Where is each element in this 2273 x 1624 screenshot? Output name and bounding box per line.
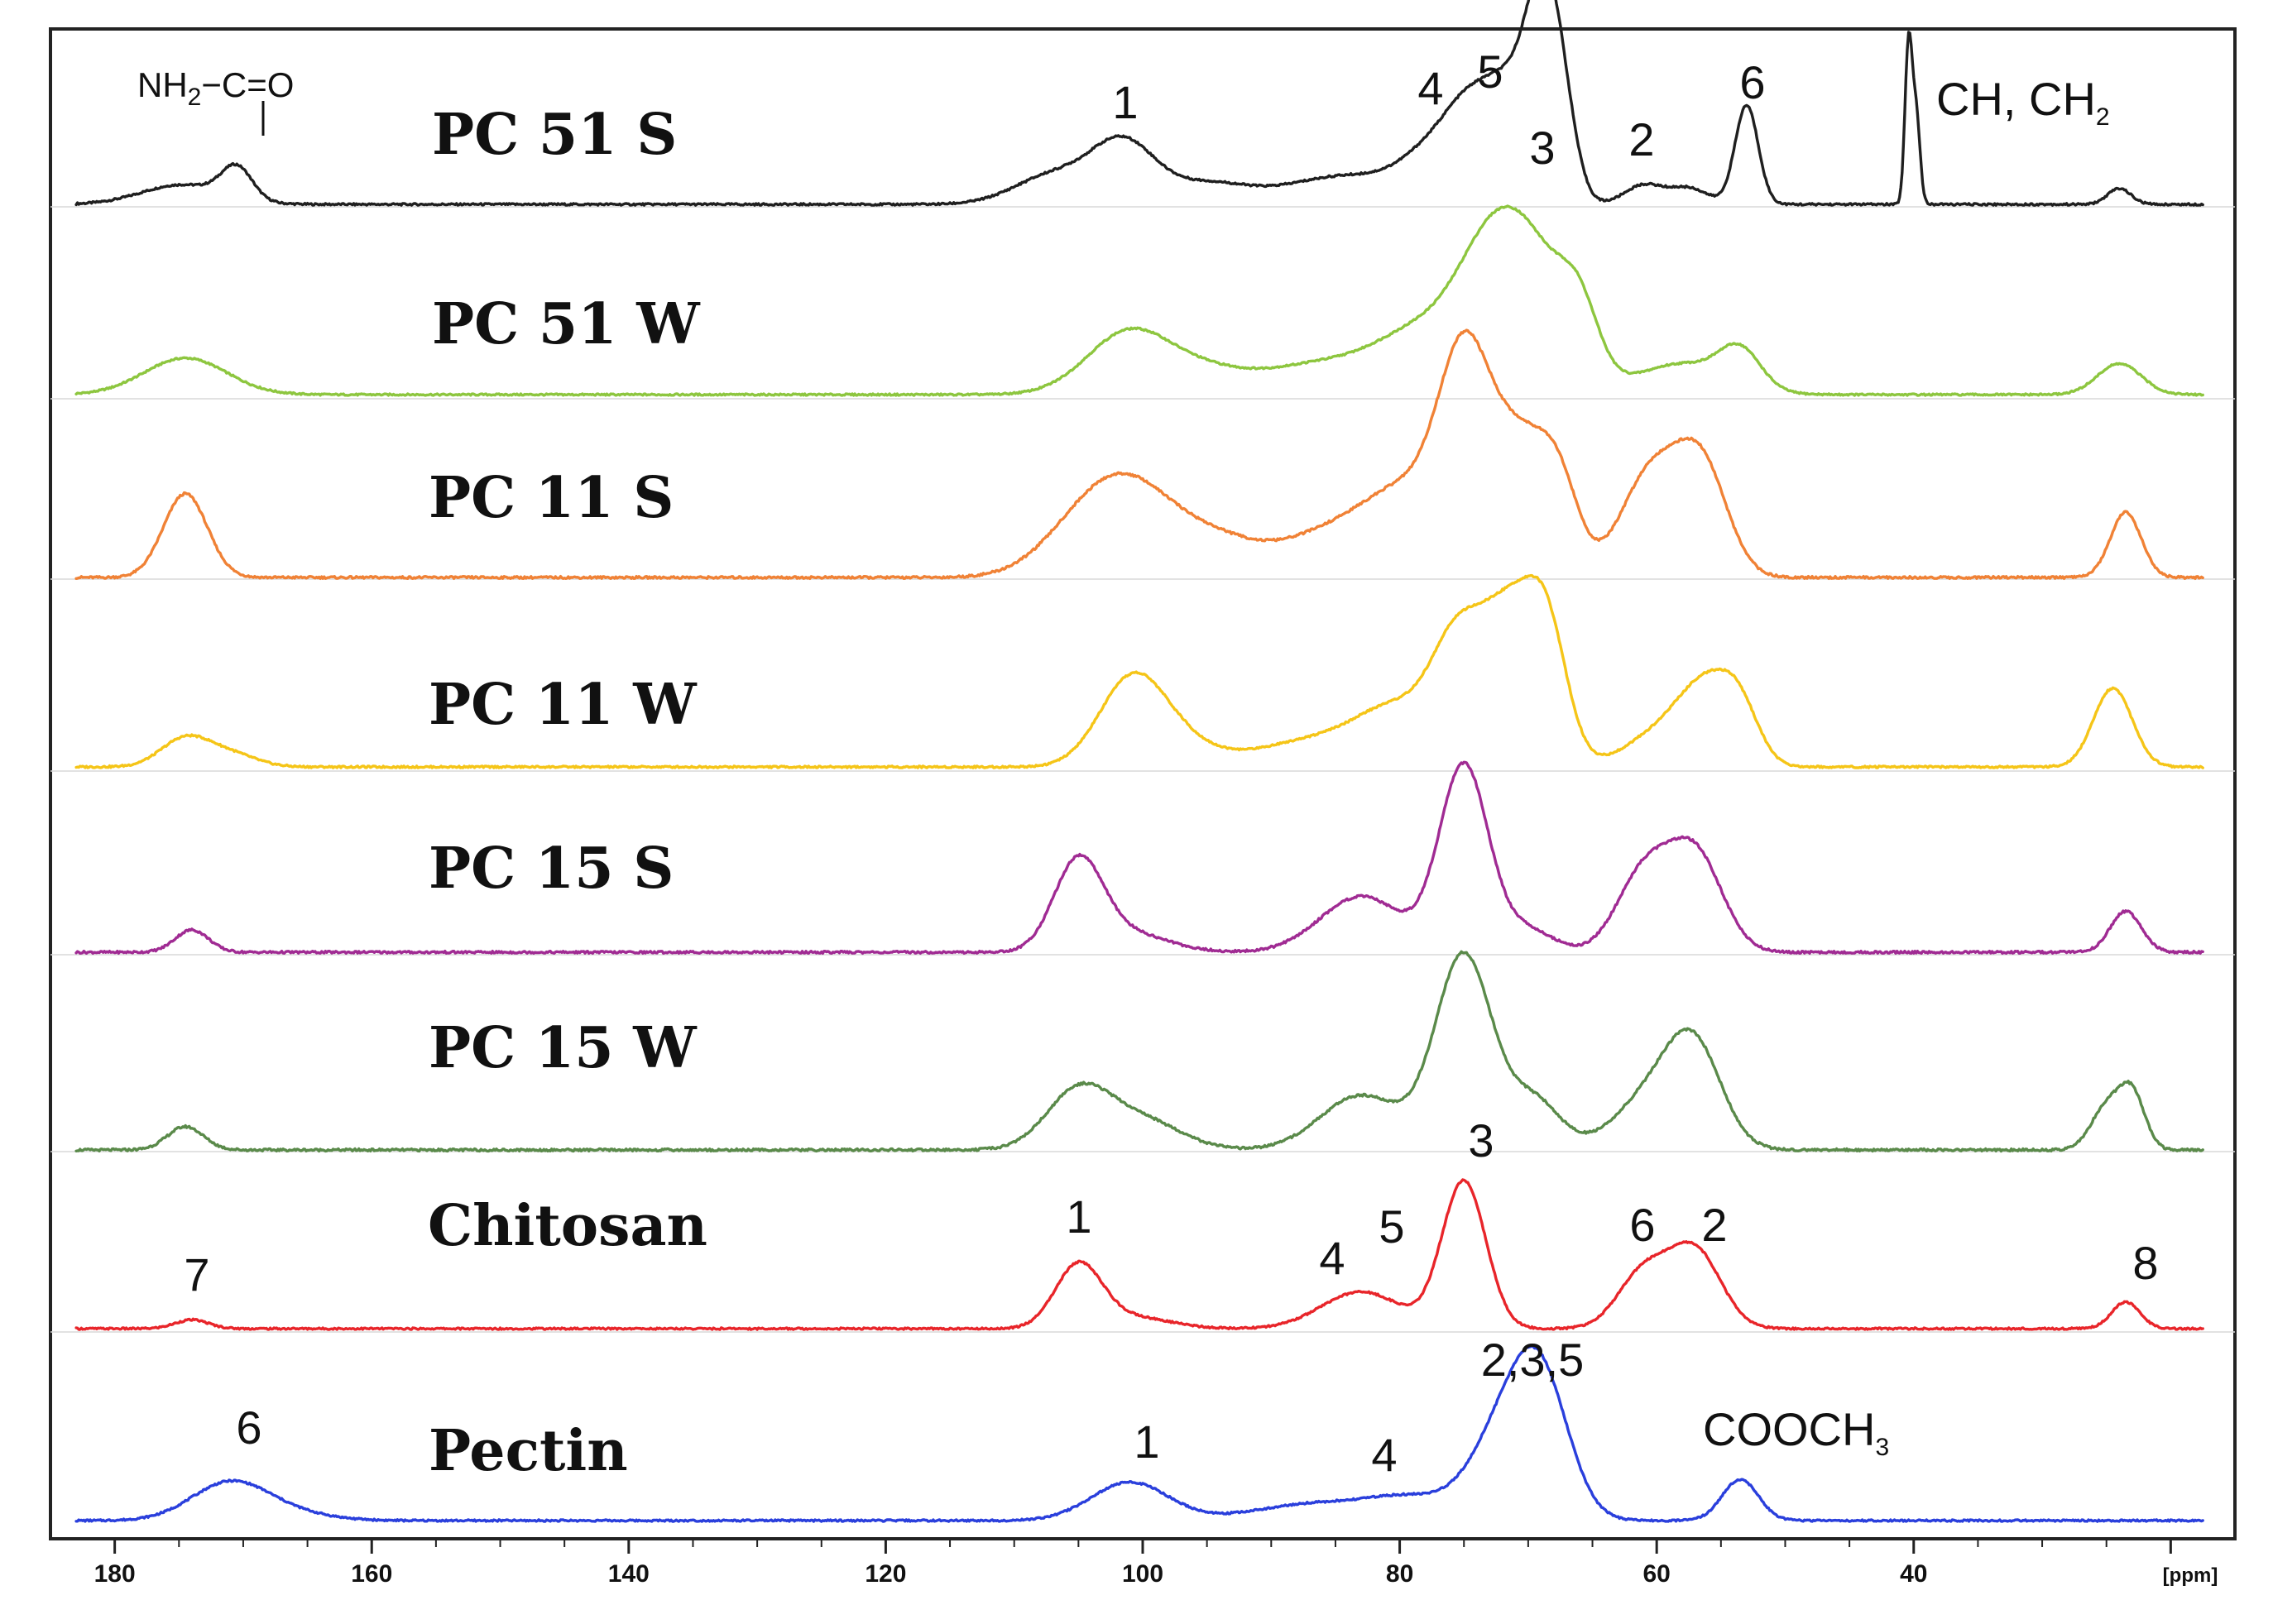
peak-label-pectin-4: 4 bbox=[1371, 1429, 1397, 1481]
peak-label-pectin-cooch3: COOCH3 bbox=[1703, 1403, 1889, 1461]
sample-label-pc11s: PC 11 S bbox=[429, 465, 674, 531]
peak-label-chitosan-5: 5 bbox=[1379, 1200, 1404, 1253]
sample-label-chitosan: Chitosan bbox=[428, 1193, 707, 1259]
spectrum-line-pc-15-w bbox=[74, 950, 2204, 1153]
peak-label-chitosan-6: 6 bbox=[1629, 1199, 1655, 1251]
peak-label-chitosan-3: 3 bbox=[1468, 1114, 1494, 1167]
x-tick-label: 180 bbox=[94, 1560, 136, 1588]
peak-label-ch-ch2: CH, CH2 bbox=[1936, 73, 2110, 131]
spectrum-line-pc-51-s bbox=[74, 0, 2204, 207]
x-tick-label: 80 bbox=[1386, 1560, 1413, 1588]
peak-label-pc51s-5: 5 bbox=[1477, 46, 1503, 98]
x-tick-label: 140 bbox=[608, 1560, 650, 1588]
sample-label-pc15w: PC 15 W bbox=[429, 1015, 698, 1081]
peak-label-pectin-235: 2,3,5 bbox=[1481, 1334, 1585, 1386]
spectrum-line-chitosan bbox=[74, 1178, 2204, 1331]
spectrum-line-pectin bbox=[74, 1344, 2204, 1523]
sample-label-pc15s: PC 15 S bbox=[429, 836, 674, 902]
peak-label-pc51s-3: 3 bbox=[1529, 122, 1555, 174]
peak-label-pc51s-4: 4 bbox=[1417, 62, 1443, 114]
peak-label-pc51s-6: 6 bbox=[1739, 56, 1765, 108]
peak-label-chitosan-2: 2 bbox=[1701, 1199, 1727, 1251]
x-tick-label: 160 bbox=[351, 1560, 392, 1588]
spectrum-line-pc-11-s bbox=[74, 328, 2204, 580]
x-tick-label: 120 bbox=[865, 1560, 906, 1588]
spectra-traces bbox=[74, 0, 2204, 1523]
x-tick-label: 100 bbox=[1122, 1560, 1163, 1588]
sample-label-pc51w: PC 51 W bbox=[432, 291, 701, 357]
spectrum-line-pc-15-s bbox=[74, 760, 2204, 956]
x-axis-unit-label: [ppm] bbox=[2163, 1564, 2218, 1587]
peak-label-pectin-6: 6 bbox=[236, 1401, 261, 1454]
x-tick-label: 60 bbox=[1642, 1560, 1670, 1588]
x-axis: 180 160 140 120 100 80 60 40 bbox=[94, 1539, 2172, 1588]
spectrum-line-pc-11-w bbox=[74, 573, 2204, 769]
peak-label-chitosan-8: 8 bbox=[2132, 1237, 2158, 1289]
peak-label-chitosan-1: 1 bbox=[1066, 1190, 1091, 1243]
peak-label-chitosan-4: 4 bbox=[1319, 1232, 1345, 1284]
plot-frame bbox=[49, 27, 2237, 1540]
spectrum-line-pc-51-w bbox=[74, 204, 2204, 397]
peak-label-pc51s-2: 2 bbox=[1628, 113, 1654, 165]
x-tick-label: 40 bbox=[1900, 1560, 1927, 1588]
peak-label-chitosan-7: 7 bbox=[184, 1248, 209, 1301]
peak-label-pc51s-1: 1 bbox=[1112, 76, 1138, 128]
sample-label-pc51s: PC 51 S bbox=[432, 102, 677, 168]
peak-label-pectin-1: 1 bbox=[1134, 1416, 1159, 1468]
sample-label-pc11w: PC 11 W bbox=[429, 672, 698, 738]
amide-group-label: NH2−C=O bbox=[137, 65, 294, 111]
sample-label-pectin: Pectin bbox=[429, 1418, 628, 1484]
trace-separators bbox=[50, 206, 2235, 1333]
